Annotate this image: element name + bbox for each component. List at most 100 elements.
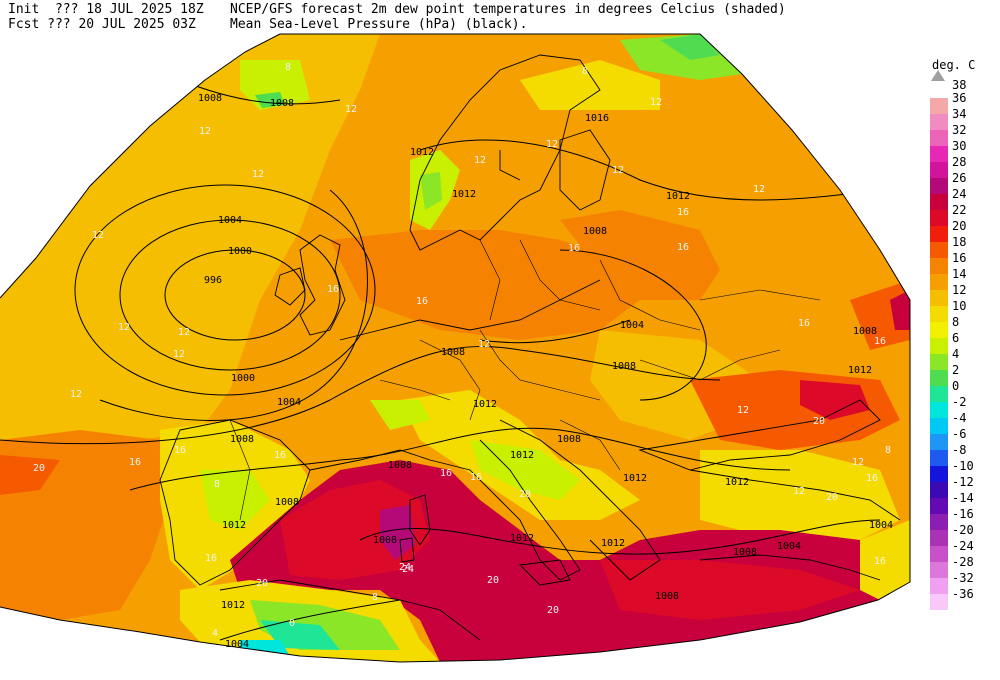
dewpoint-shading [0, 34, 910, 662]
isobar-label: 1004 [277, 397, 301, 408]
legend-label: 36 [952, 91, 967, 105]
legend-swatch [930, 322, 948, 338]
isobar-label: 1008 [557, 434, 581, 445]
dewpoint-label: 12 [546, 139, 558, 150]
dewpoint-label: 16 [129, 457, 141, 468]
legend-label: 22 [952, 203, 967, 217]
legend-row: -12 [930, 475, 1000, 498]
legend-label: 12 [952, 283, 967, 297]
dewpoint-label: 8 [582, 66, 588, 77]
isobar-label: 1008 [230, 434, 254, 445]
legend-row: -32 [930, 571, 1000, 594]
isobar-label: 1008 [853, 326, 877, 337]
dewpoint-label: 12 [70, 389, 82, 400]
country-borders [229, 239, 821, 521]
legend-label: -4 [952, 411, 967, 425]
legend-swatch [930, 562, 948, 578]
legend-row: -8 [930, 443, 1000, 466]
legend-swatch [930, 274, 948, 290]
isobar-label: 1004 [869, 520, 893, 531]
isobar-label: 1012 [452, 189, 476, 200]
legend-label: 26 [952, 171, 967, 185]
map-subtitle: Mean Sea-Level Pressure (hPa) (black). [230, 17, 528, 32]
legend-swatch [930, 130, 948, 146]
legend-swatch [930, 258, 948, 274]
legend-label: 4 [952, 347, 960, 361]
isobar-label: 1012 [221, 600, 245, 611]
isobar-label: 1012 [510, 450, 534, 461]
legend-overflow-arrow-icon [931, 70, 945, 81]
legend-label: 0 [952, 379, 960, 393]
dewpoint-label: 16 [677, 207, 689, 218]
legend-row: 14 [930, 267, 1000, 290]
isobar-label: 1008 [275, 497, 299, 508]
dewpoint-label: 8 [214, 479, 220, 490]
dewpoint-label: 12 [612, 165, 624, 176]
legend-swatch [930, 178, 948, 194]
dewpoint-label: 20 [33, 463, 45, 474]
legend-label: 10 [952, 299, 967, 313]
dewpoint-label: 16 [205, 553, 217, 564]
legend-label: -16 [952, 507, 974, 521]
dewpoint-label: 12 [793, 486, 805, 497]
legend-row: 6 [930, 331, 1000, 354]
legend-row: -2 [930, 395, 1000, 418]
legend-swatch [930, 514, 948, 530]
dewpoint-label: 12 [252, 169, 264, 180]
dewpoint-label: 16 [274, 450, 286, 461]
dewpoint-label: 20 [519, 489, 531, 500]
legend-swatch [930, 146, 948, 162]
dewpoint-label: 16 [174, 445, 186, 456]
legend-swatch [930, 306, 948, 322]
legend-label: -2 [952, 395, 967, 409]
legend-swatch [930, 370, 948, 386]
isobar-label: 1004 [620, 320, 644, 331]
legend-label: 34 [952, 107, 967, 121]
legend-row: 18 [930, 235, 1000, 258]
dewpoint-label: 20 [487, 575, 499, 586]
legend-label: -36 [952, 587, 974, 601]
dewpoint-label: 4 [212, 628, 218, 639]
isobar-label: 1004 [777, 541, 801, 552]
dewpoint-label: 24 [402, 564, 414, 575]
isobar-label: 1000 [231, 373, 255, 384]
dewpoint-label: 16 [440, 468, 452, 479]
legend-swatch [930, 450, 948, 466]
dewpoint-label: 16 [866, 473, 878, 484]
legend-swatch [930, 434, 948, 450]
legend-row: 0 [930, 379, 1000, 402]
legend-unit: deg. C [932, 58, 976, 72]
map-domain-border [0, 33, 911, 663]
legend-label: -10 [952, 459, 974, 473]
legend-row: -14 [930, 491, 1000, 514]
legend-label: 20 [952, 219, 967, 233]
legend-row: -10 [930, 459, 1000, 482]
legend-row: -4 [930, 411, 1000, 434]
dewpoint-label: 0 [289, 618, 295, 629]
legend-swatch [930, 498, 948, 514]
legend-swatch [930, 530, 948, 546]
isobar-label: 1008 [612, 361, 636, 372]
legend-swatch [930, 114, 948, 130]
dewpoint-label: 16 [327, 284, 339, 295]
legend-row: -28 [930, 555, 1000, 578]
isobar-label: 1012 [510, 533, 534, 544]
legend-swatch [930, 354, 948, 370]
legend-top-label: 38 [952, 78, 967, 92]
dewpoint-label: 20 [547, 605, 559, 616]
legend-swatch [930, 226, 948, 242]
legend-swatch [930, 594, 948, 610]
dewpoint-label: 12 [199, 126, 211, 137]
dewpoint-label: 16 [416, 296, 428, 307]
isobar-label: 1008 [388, 460, 412, 471]
dewpoint-label: 12 [118, 322, 130, 333]
legend-label: -6 [952, 427, 967, 441]
dewpoint-label: 8 [372, 592, 378, 603]
legend-label: 24 [952, 187, 967, 201]
legend-label: 28 [952, 155, 967, 169]
isobar-label: 1000 [228, 246, 252, 257]
legend-row: 10 [930, 299, 1000, 322]
legend-swatch [930, 386, 948, 402]
legend-label: 8 [952, 315, 960, 329]
